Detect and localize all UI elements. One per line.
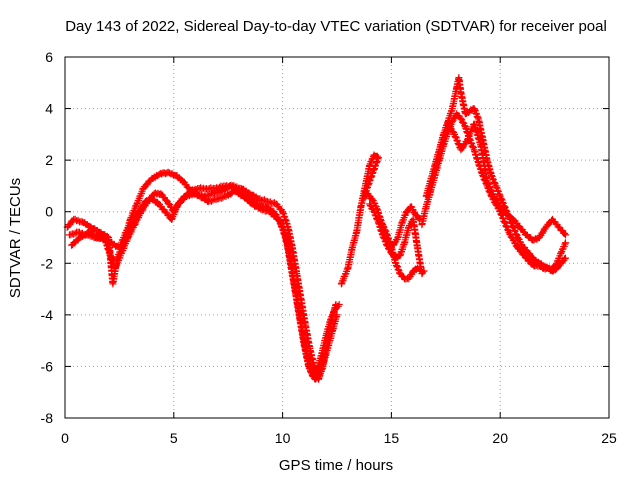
- series-marks: [68, 181, 340, 383]
- y-tick-label: 6: [45, 49, 53, 65]
- series-marks: [431, 120, 569, 244]
- y-axis-title: SDTVAR / TECUs: [7, 178, 24, 298]
- series-track-c: [68, 181, 340, 383]
- x-tick-label: 20: [492, 430, 508, 446]
- axis-ticks: [64, 56, 610, 419]
- series-track-f: [379, 221, 421, 283]
- x-tick-label: 5: [170, 430, 178, 446]
- x-tick-label: 15: [384, 430, 400, 446]
- y-tick-label: 4: [45, 101, 53, 117]
- tick-labels: 0 5 10 15 20 25 -8 -6 -4 -2 0 2 4 6: [41, 49, 617, 446]
- y-tick-label: -4: [41, 307, 54, 323]
- y-tick-label: 0: [45, 204, 53, 220]
- y-tick-label: -6: [41, 358, 54, 374]
- x-tick-label: 25: [601, 430, 617, 446]
- y-tick-label: 2: [45, 152, 53, 168]
- y-tick-label: -2: [41, 255, 54, 271]
- y-tick-label: -8: [41, 410, 54, 426]
- series-track-i: [431, 120, 569, 244]
- x-tick-label: 10: [275, 430, 291, 446]
- x-tick-label: 0: [61, 430, 69, 446]
- series-track-h: [422, 74, 569, 275]
- chart-title: Day 143 of 2022, Sidereal Day-to-day VTE…: [65, 18, 607, 35]
- series-marks: [379, 221, 421, 283]
- x-axis-title: GPS time / hours: [279, 457, 393, 474]
- data-points: [63, 74, 569, 383]
- plot-frame: [64, 56, 610, 419]
- series-marks: [422, 74, 569, 275]
